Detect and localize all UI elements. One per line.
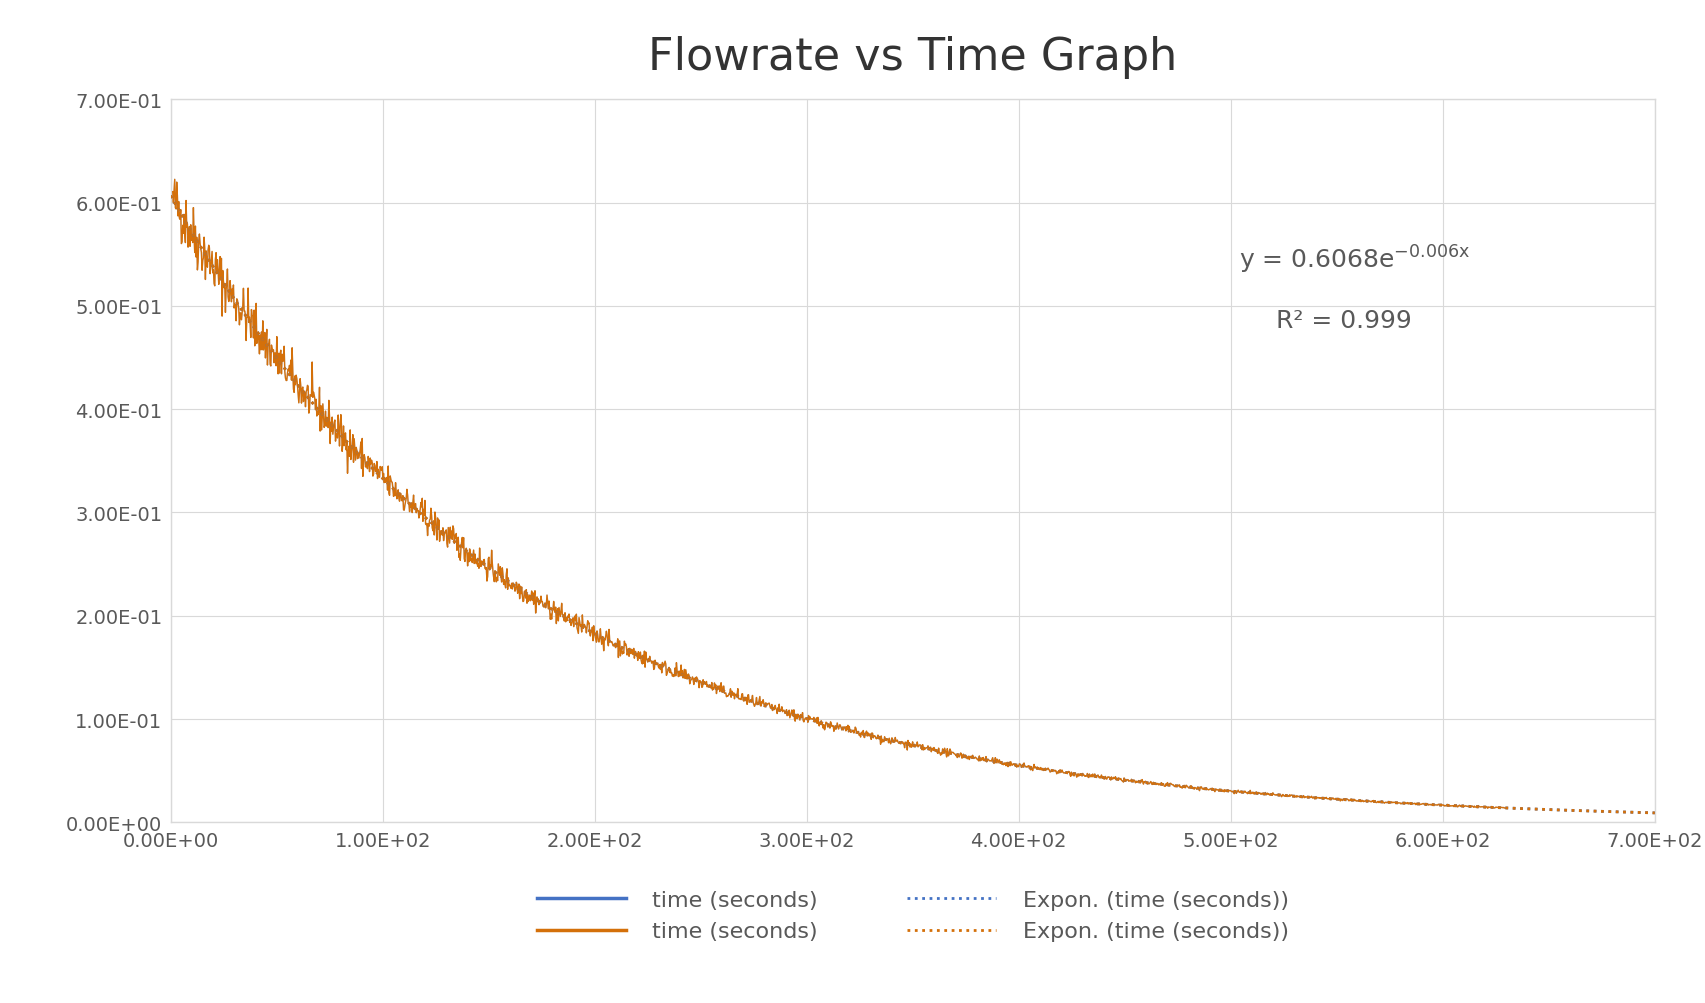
- Title: Flowrate vs Time Graph: Flowrate vs Time Graph: [648, 36, 1176, 79]
- Text: R² = 0.999: R² = 0.999: [1275, 309, 1412, 333]
- Text: y = 0.6068e$^{\mathregular{-0.006x}}$: y = 0.6068e$^{\mathregular{-0.006x}}$: [1238, 243, 1470, 275]
- Legend: time (seconds), time (seconds), Expon. (time (seconds)), Expon. (time (seconds)): time (seconds), time (seconds), Expon. (…: [537, 891, 1287, 942]
